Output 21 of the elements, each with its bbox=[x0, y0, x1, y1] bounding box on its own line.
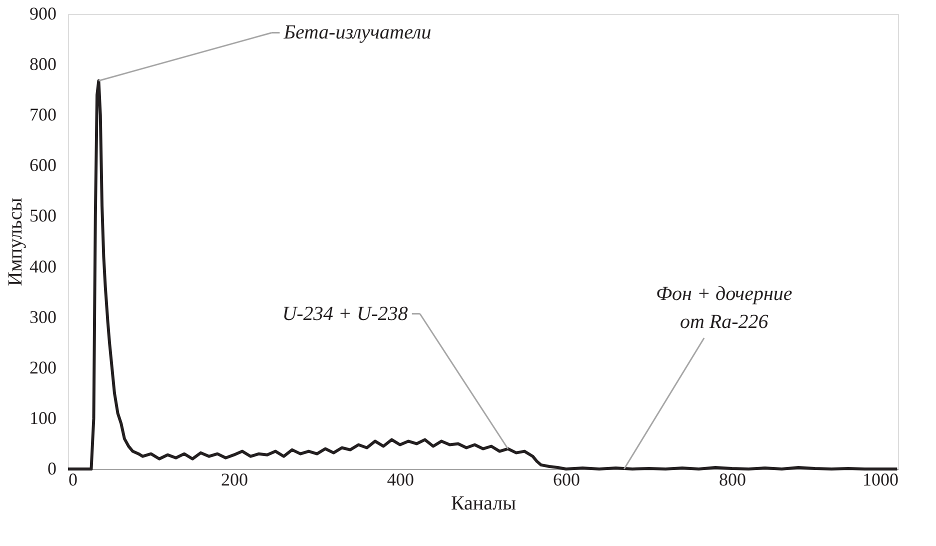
y-tick-label: 500 bbox=[30, 206, 56, 226]
y-tick-label: 700 bbox=[30, 104, 56, 125]
y-tick-label: 100 bbox=[30, 408, 56, 428]
x-tick-label: 200 bbox=[221, 470, 248, 490]
x-tick-label: 600 bbox=[553, 470, 580, 490]
line-series bbox=[66, 79, 899, 470]
annotation: U-234 + U-238 bbox=[282, 302, 408, 325]
y-tick-label: 200 bbox=[30, 357, 56, 378]
x-tick-label: 0 bbox=[68, 470, 78, 490]
annotation: Фон + дочерние от Ra-226 bbox=[656, 283, 792, 333]
y-tick-label: 400 bbox=[30, 256, 56, 276]
x-tick-label: 800 bbox=[719, 470, 746, 490]
x-tick-label: 1000 bbox=[862, 470, 898, 490]
y-tick-label: 800 bbox=[30, 54, 56, 74]
x-tick-label: 400 bbox=[387, 470, 414, 490]
y-tick-label: 300 bbox=[30, 306, 56, 327]
y-tick-label: 900 bbox=[30, 4, 56, 24]
x-axis-title: Каналы bbox=[450, 492, 516, 514]
annotation: Бета-излучатели bbox=[282, 22, 432, 44]
y-axis-title: Импульсы bbox=[4, 198, 26, 286]
y-tick-label: 600 bbox=[30, 155, 56, 176]
